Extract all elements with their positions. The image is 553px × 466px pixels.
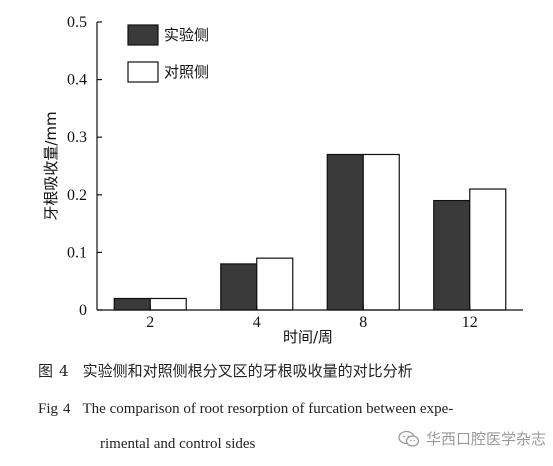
legend-swatch-control xyxy=(127,61,159,83)
x-ticks: 2 4 8 12 xyxy=(146,305,478,331)
y-tick-label: 0.5 xyxy=(67,14,87,31)
figure-caption-en-line2: rimental and control sides xyxy=(100,436,256,452)
caption-cn-text: 实验侧和对照侧根分叉区的牙根吸收量的对比分析 xyxy=(82,362,413,380)
wechat-logo-icon xyxy=(398,430,420,447)
legend: 实验侧 对照侧 xyxy=(127,24,209,83)
caption-en-prefix: Fig xyxy=(38,401,59,417)
bar-experimental-4 xyxy=(220,263,258,311)
bar-control-4 xyxy=(256,257,294,311)
x-tick-label: 2 xyxy=(146,314,154,331)
caption-en-text1: The comparison of root resorption of fur… xyxy=(82,401,454,417)
y-tick-label: 0.4 xyxy=(67,72,87,89)
bar-control-8 xyxy=(362,153,400,311)
caption-en-number: 4 xyxy=(63,401,71,417)
x-tick-label: 4 xyxy=(253,314,261,331)
watermark: 华西口腔医学杂志 xyxy=(398,428,546,449)
legend-swatch-experimental xyxy=(127,24,159,46)
y-tick-label: 0.2 xyxy=(67,187,87,204)
legend-label-control: 对照侧 xyxy=(164,63,209,81)
x-tick-label: 8 xyxy=(359,314,367,331)
figure-caption-en-line1: Fig 4 The comparison of root resorption of… xyxy=(38,401,453,418)
y-tick-label: 0.3 xyxy=(67,129,87,146)
caption-cn-number: 4 xyxy=(59,362,69,380)
caption-cn-prefix: 图 xyxy=(38,362,54,380)
bar-experimental-12 xyxy=(433,199,471,311)
bar-experimental-8 xyxy=(326,153,364,311)
bar-control-2 xyxy=(149,297,187,311)
y-tick-label: 0 xyxy=(79,302,87,319)
bars-layer xyxy=(113,153,507,311)
bar-control-12 xyxy=(469,188,507,311)
figure-caption-cn: 图 4 实验侧和对照侧根分叉区的牙根吸收量的对比分析 xyxy=(38,360,413,381)
bar-chart: 0 0.1 0.2 0.3 0.4 0.5 2 4 8 12 时间/周 牙根吸收量/mm 实验侧… xyxy=(42,14,523,346)
x-tick-label: 12 xyxy=(462,314,478,331)
watermark-text: 华西口腔医学杂志 xyxy=(426,430,547,448)
y-ticks: 0 0.1 0.2 0.3 0.4 0.5 xyxy=(67,14,102,319)
legend-label-experimental: 实验侧 xyxy=(164,26,209,44)
x-axis-title: 时间/周 xyxy=(283,328,333,346)
y-tick-label: 0.1 xyxy=(67,244,87,261)
bar-experimental-2 xyxy=(113,297,151,311)
y-axis-title: 牙根吸收量/mm xyxy=(42,111,60,220)
